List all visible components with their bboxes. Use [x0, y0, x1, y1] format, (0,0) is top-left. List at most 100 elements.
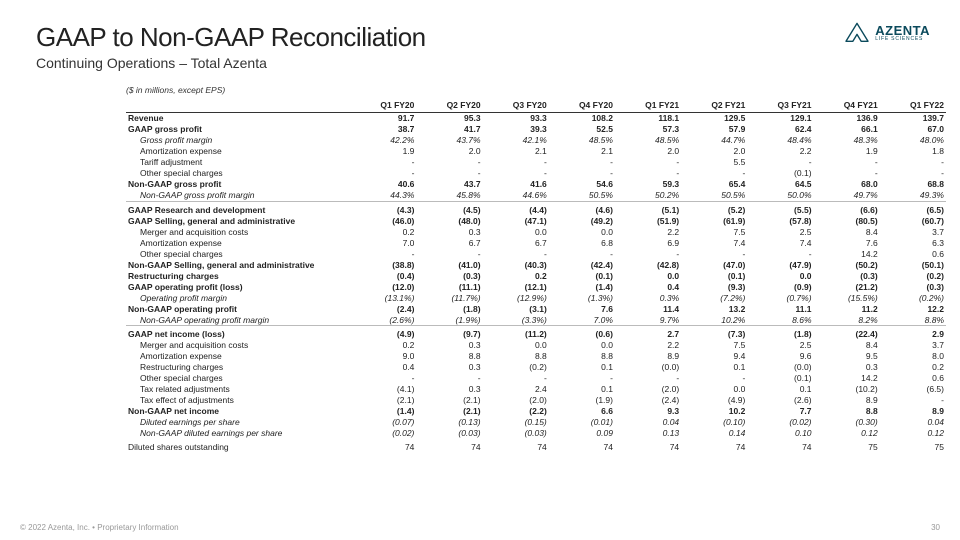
- table-cell: -: [549, 373, 615, 384]
- table-cell: 0.0: [483, 340, 549, 351]
- table-cell: 74: [747, 439, 813, 453]
- table-cell: -: [615, 373, 681, 384]
- table-cell: (2.0): [483, 395, 549, 406]
- column-header: Q3 FY21: [747, 99, 813, 112]
- table-cell: -: [350, 168, 416, 179]
- table-cell: 0.3: [416, 340, 482, 351]
- table-cell: 0.1: [549, 362, 615, 373]
- table-cell: 2.1: [483, 146, 549, 157]
- table-cell: (4.5): [416, 201, 482, 215]
- table-cell: 9.4: [681, 351, 747, 362]
- table-cell: (0.03): [483, 428, 549, 439]
- table-cell: (0.3): [416, 270, 482, 281]
- table-row: Amortization expense9.08.88.88.88.99.49.…: [126, 351, 946, 362]
- table-cell: (0.4): [350, 270, 416, 281]
- table-cell: 3.7: [880, 340, 946, 351]
- table-row: Non-GAAP gross profit40.643.741.654.659.…: [126, 179, 946, 190]
- table-cell: 62.4: [747, 124, 813, 135]
- table-cell: (0.1): [747, 168, 813, 179]
- table-cell: 6.3: [880, 237, 946, 248]
- table-cell: 7.0: [350, 237, 416, 248]
- table-cell: 0.09: [549, 428, 615, 439]
- table-cell: (48.0): [416, 215, 482, 226]
- table-cell: 136.9: [814, 112, 880, 124]
- table-cell: 7.4: [747, 237, 813, 248]
- copyright-text: © 2022 Azenta, Inc. • Proprietary Inform…: [20, 523, 179, 532]
- table-cell: (51.9): [615, 215, 681, 226]
- table-cell: 6.6: [549, 406, 615, 417]
- table-cell: (0.6): [549, 326, 615, 340]
- table-cell: 8.4: [814, 226, 880, 237]
- table-row: GAAP operating profit (loss)(12.0)(11.1)…: [126, 281, 946, 292]
- table-row: Non-GAAP Selling, general and administra…: [126, 259, 946, 270]
- table-cell: (4.9): [350, 326, 416, 340]
- footer: © 2022 Azenta, Inc. • Proprietary Inform…: [20, 523, 940, 532]
- table-cell: (2.1): [416, 406, 482, 417]
- table-cell: (50.2): [814, 259, 880, 270]
- table-cell: 8.8: [814, 406, 880, 417]
- table-cell: (1.4): [549, 281, 615, 292]
- table-cell: 1.9: [814, 146, 880, 157]
- table-cell: 0.0: [681, 384, 747, 395]
- table-cell: 95.3: [416, 112, 482, 124]
- table-cell: 2.9: [880, 326, 946, 340]
- table-cell: 2.2: [615, 340, 681, 351]
- table-cell: (2.0): [615, 384, 681, 395]
- table-cell: 0.12: [814, 428, 880, 439]
- table-row: Other special charges------(0.1)--: [126, 168, 946, 179]
- column-header: Q4 FY21: [814, 99, 880, 112]
- logo-sub-text: LIFE SCIENCES: [875, 37, 930, 42]
- table-cell: (46.0): [350, 215, 416, 226]
- table-cell: 50.0%: [747, 190, 813, 202]
- table-cell: -: [880, 168, 946, 179]
- table-cell: 57.9: [681, 124, 747, 135]
- table-cell: 8.8: [416, 351, 482, 362]
- table-cell: Non-GAAP gross profit: [126, 179, 350, 190]
- table-body: Revenue91.795.393.3108.2118.1129.5129.11…: [126, 112, 946, 452]
- table-cell: 39.3: [483, 124, 549, 135]
- table-cell: (7.2%): [681, 292, 747, 303]
- table-cell: (60.7): [880, 215, 946, 226]
- table-cell: (0.03): [416, 428, 482, 439]
- table-cell: 0.3: [814, 362, 880, 373]
- table-cell: 8.8%: [880, 314, 946, 326]
- table-cell: (10.2): [814, 384, 880, 395]
- table-cell: 9.5: [814, 351, 880, 362]
- table-cell: (4.3): [350, 201, 416, 215]
- table-cell: 1.9: [350, 146, 416, 157]
- table-cell: (12.9%): [483, 292, 549, 303]
- table-cell: Other special charges: [126, 248, 350, 259]
- table-cell: (47.0): [681, 259, 747, 270]
- table-cell: (1.9%): [416, 314, 482, 326]
- table-cell: 66.1: [814, 124, 880, 135]
- table-cell: 139.7: [880, 112, 946, 124]
- table-cell: 0.2: [350, 340, 416, 351]
- table-cell: Other special charges: [126, 373, 350, 384]
- table-cell: 10.2: [681, 406, 747, 417]
- table-cell: (42.8): [615, 259, 681, 270]
- table-cell: (4.1): [350, 384, 416, 395]
- table-cell: -: [350, 157, 416, 168]
- table-cell: -: [747, 157, 813, 168]
- table-row: GAAP net income (loss)(4.9)(9.7)(11.2)(0…: [126, 326, 946, 340]
- table-cell: (0.01): [549, 417, 615, 428]
- table-row: Restructuring charges(0.4)(0.3)0.2(0.1)0…: [126, 270, 946, 281]
- table-cell: (0.10): [681, 417, 747, 428]
- table-cell: 44.7%: [681, 135, 747, 146]
- table-cell: 7.5: [681, 340, 747, 351]
- table-cell: 43.7: [416, 179, 482, 190]
- table-cell: (0.0): [615, 362, 681, 373]
- table-cell: (3.1): [483, 303, 549, 314]
- table-cell: 52.5: [549, 124, 615, 135]
- table-cell: Restructuring charges: [126, 270, 350, 281]
- table-cell: 48.0%: [880, 135, 946, 146]
- table-cell: Diluted earnings per share: [126, 417, 350, 428]
- table-row: Merger and acquisition costs0.20.30.00.0…: [126, 226, 946, 237]
- table-cell: 59.3: [615, 179, 681, 190]
- table-cell: 57.3: [615, 124, 681, 135]
- table-cell: Operating profit margin: [126, 292, 350, 303]
- table-cell: 74: [350, 439, 416, 453]
- table-cell: (1.4): [350, 406, 416, 417]
- table-cell: (2.1): [416, 395, 482, 406]
- table-cell: 0.1: [549, 384, 615, 395]
